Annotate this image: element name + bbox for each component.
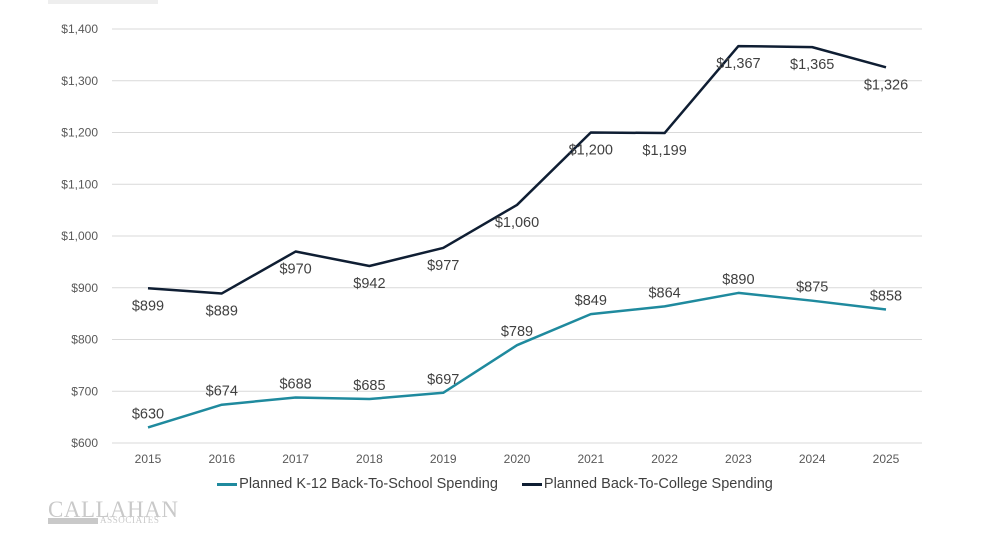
y-axis-ticks: $600 $700 $800 $900 $1,000 $1,100 $1,200 $1,300… (61, 22, 98, 450)
x-tick-label: 2021 (577, 452, 604, 466)
y-tick-label: $700 (71, 384, 98, 398)
college-data-label: $1,200 (569, 143, 613, 159)
y-tick-label: $1,100 (61, 177, 98, 191)
k12-data-label: $849 (575, 293, 607, 309)
k12-data-label: $674 (206, 384, 238, 400)
college-spending-line (147, 44, 887, 295)
y-tick-label: $800 (71, 333, 98, 347)
y-tick-label: $1,200 (61, 126, 98, 140)
logo-bar (48, 518, 98, 524)
gridlines (112, 28, 922, 444)
logo-text-top: CALLAHAN (48, 497, 179, 522)
callahan-logo: CALLAHAN ASSOCIATES (48, 497, 179, 526)
k12-data-label: $789 (501, 324, 533, 340)
k12-data-label: $630 (132, 406, 164, 422)
college-data-label: $970 (279, 262, 311, 278)
college-data-label: $1,367 (716, 56, 760, 72)
series-lines (147, 44, 887, 429)
college-data-label: $977 (427, 258, 459, 274)
x-axis-ticks: 2015 2016 2017 2018 2019 2020 2021 2022 2023 2024… (135, 452, 900, 466)
x-tick-label: 2018 (356, 452, 383, 466)
x-tick-label: 2015 (135, 452, 162, 466)
line-chart: $600 $700 $800 $900 $1,000 $1,100 $1,200 $1,300… (61, 22, 922, 466)
x-tick-label: 2025 (873, 452, 900, 466)
legend-item-college[interactable]: Planned Back-To-College Spending (521, 476, 773, 492)
k12-data-label: $858 (870, 288, 902, 304)
k12-data-label: $688 (279, 376, 311, 392)
legend-label-k12: Planned K-12 Back-To-School Spending (239, 476, 498, 492)
legend: Planned K-12 Back-To-School Spending Pla… (0, 476, 1000, 492)
k12-data-label: $890 (722, 272, 754, 288)
legend-swatch-college (521, 482, 542, 486)
k12-data-label: $875 (796, 280, 828, 296)
y-tick-label: $900 (71, 281, 98, 295)
x-tick-label: 2024 (799, 452, 826, 466)
x-tick-label: 2023 (725, 452, 752, 466)
college-data-label: $899 (132, 298, 164, 314)
x-tick-label: 2020 (504, 452, 531, 466)
data-labels: $630 $674 $688 $685 $697 $789 $849 $864 $890 $875… (132, 56, 908, 422)
cropped-header-strip (48, 0, 158, 4)
college-data-label: $1,199 (642, 143, 686, 159)
x-tick-label: 2017 (282, 452, 309, 466)
legend-label-college: Planned Back-To-College Spending (543, 476, 773, 492)
college-data-label: $1,365 (790, 57, 834, 73)
legend-swatch-k12 (217, 482, 238, 486)
k12-data-label: $864 (648, 285, 680, 301)
x-tick-label: 2019 (430, 452, 457, 466)
legend-item-k12[interactable]: Planned K-12 Back-To-School Spending (217, 476, 498, 492)
k12-data-label: $685 (353, 378, 385, 394)
k12-spending-line (147, 291, 887, 429)
college-data-label: $1,060 (495, 215, 539, 231)
x-tick-label: 2016 (208, 452, 235, 466)
y-tick-label: $600 (71, 436, 98, 450)
k12-data-label: $697 (427, 372, 459, 388)
college-data-label: $889 (206, 303, 238, 319)
college-data-label: $1,326 (864, 77, 908, 93)
logo-text-bottom: ASSOCIATES (100, 515, 160, 525)
y-tick-label: $1,300 (61, 74, 98, 88)
y-tick-label: $1,400 (61, 22, 98, 36)
y-tick-label: $1,000 (61, 229, 98, 243)
x-tick-label: 2022 (651, 452, 678, 466)
college-data-label: $942 (353, 276, 385, 292)
